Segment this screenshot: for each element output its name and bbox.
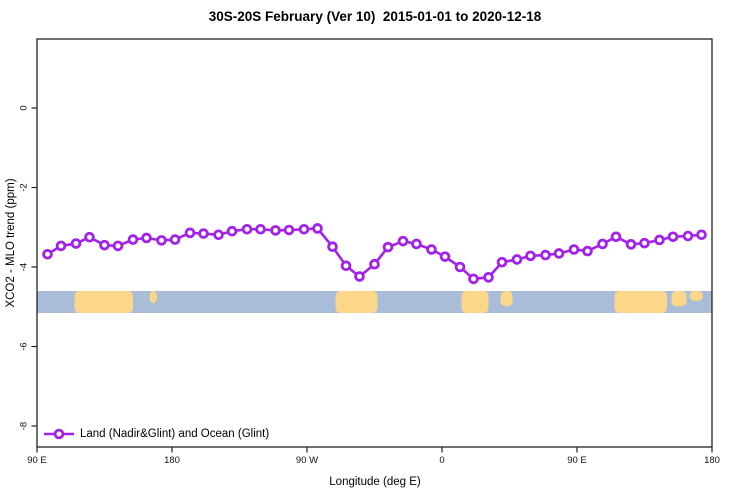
land-patch	[461, 291, 489, 313]
series-marker	[327, 241, 338, 253]
series-marker	[568, 244, 580, 255]
series-marker	[112, 240, 124, 252]
legend-label: Land (Nadir&Glint) and Ocean (Glint)	[80, 427, 270, 440]
series-marker	[610, 231, 622, 243]
y-tick-label: -8	[19, 422, 30, 430]
series-marker	[354, 271, 365, 282]
series-marker	[298, 223, 310, 235]
series-marker	[540, 249, 551, 261]
series-marker	[70, 238, 82, 249]
series-marker	[369, 258, 380, 270]
land-patch	[500, 291, 513, 307]
series-marker	[141, 232, 152, 244]
y-tick-label: -4	[19, 263, 30, 271]
y-tick-label: -2	[19, 183, 30, 191]
series-marker	[270, 225, 281, 236]
series-marker	[696, 229, 707, 241]
land-patch	[335, 291, 378, 313]
series-marker	[397, 235, 409, 247]
series-marker	[639, 237, 650, 249]
series-marker	[169, 234, 181, 245]
y-tick-label: -6	[19, 342, 30, 350]
x-tick-label: 90 W	[296, 455, 318, 466]
x-tick-label: 0	[439, 455, 444, 466]
series-marker	[597, 238, 608, 250]
series-marker	[525, 250, 536, 262]
x-tick-label: 180	[164, 455, 180, 466]
series-marker	[411, 238, 422, 250]
land-patch	[149, 291, 157, 304]
series-marker	[226, 225, 238, 237]
legend-marker-circle	[53, 428, 65, 440]
series-marker	[496, 256, 508, 268]
series-marker	[213, 229, 224, 241]
series-marker	[241, 223, 253, 235]
series-marker	[382, 241, 394, 253]
series-marker	[667, 231, 679, 243]
series-marker	[84, 231, 95, 243]
series-marker	[127, 234, 139, 245]
series-marker	[654, 234, 665, 246]
series-marker	[511, 254, 523, 265]
chart-title: 30S-20S February (Ver 10) 2015-01-01 to …	[208, 9, 542, 24]
series-marker	[156, 235, 167, 246]
series-marker	[198, 228, 209, 239]
y-tick-label: 0	[19, 105, 30, 110]
x-tick-label: 90 E	[567, 455, 587, 466]
series-marker	[184, 227, 196, 239]
series-marker	[483, 272, 494, 283]
series-marker	[625, 239, 637, 250]
series-marker	[99, 239, 110, 251]
series-marker	[439, 251, 451, 262]
series-marker	[682, 230, 694, 242]
x-axis-label: Longitude (deg E)	[329, 476, 421, 488]
series-marker	[582, 245, 593, 257]
x-tick-label: 180	[704, 455, 720, 466]
series-marker	[312, 223, 323, 234]
land-patch	[671, 291, 687, 307]
series-marker	[55, 240, 67, 252]
series-marker	[454, 261, 466, 273]
plot-box	[36, 38, 713, 448]
x-tick-label: 90 E	[27, 455, 47, 466]
series-marker	[42, 248, 53, 260]
land-patch	[614, 291, 667, 313]
series-marker	[426, 244, 437, 255]
series-marker	[255, 223, 266, 235]
y-axis-label: XCO2 - MLO trend (ppm)	[5, 178, 17, 308]
land-patch	[689, 291, 703, 301]
series-marker	[468, 273, 479, 285]
series-marker	[553, 248, 565, 259]
series-marker	[340, 260, 352, 272]
land-patch	[74, 291, 133, 313]
series-marker	[283, 224, 295, 236]
